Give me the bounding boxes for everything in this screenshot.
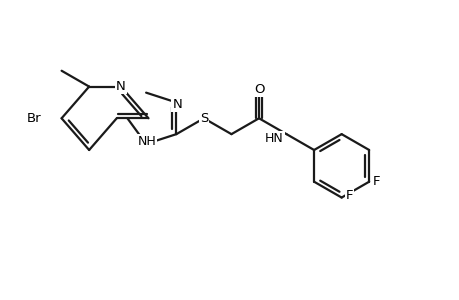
Text: S: S [199,112,207,125]
Text: N: N [172,98,182,111]
Text: Br: Br [27,112,42,125]
Text: O: O [253,83,263,96]
Text: HN: HN [264,132,283,145]
Text: F: F [345,189,353,202]
Text: NH: NH [137,136,156,148]
Text: N: N [116,80,126,93]
Text: F: F [372,175,380,188]
